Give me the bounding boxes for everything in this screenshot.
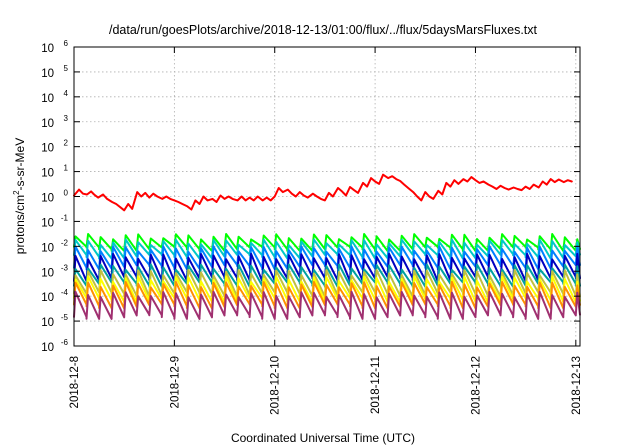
y-tick-exponent: 3: [64, 114, 69, 123]
y-tick-label: 10 5: [41, 64, 68, 80]
x-tick-label: 2018-12-13: [571, 356, 583, 415]
y-tick-label: 10 0: [41, 189, 68, 205]
x-axis-label: Coordinated Universal Time (UTC): [231, 431, 415, 445]
x-tick-label: 2018-12-11: [370, 356, 382, 414]
y-tick-base: 10: [41, 118, 54, 130]
x-tick-label: 2018-12-9: [169, 356, 181, 408]
y-tick-base: 10: [41, 217, 54, 229]
y-tick-exponent: -1: [61, 213, 69, 222]
y-tick-base: 10: [41, 43, 54, 55]
y-tick-exponent: -2: [61, 238, 69, 247]
y-tick-label: 10 -6: [41, 338, 68, 354]
y-tick-exponent: 4: [64, 89, 69, 98]
y-tick-label: 10 3: [41, 114, 68, 130]
y-tick-exponent: -4: [61, 288, 69, 297]
y-tick-exponent: -6: [61, 338, 69, 347]
y-tick-base: 10: [41, 193, 54, 205]
y-tick-label: 10 -2: [41, 238, 68, 254]
y-tick-label: 10 -3: [41, 263, 68, 279]
y-tick-base: 10: [41, 143, 54, 155]
y-tick-base: 10: [41, 267, 54, 279]
y-tick-base: 10: [41, 292, 54, 304]
x-tick-label: 2018-12-12: [470, 356, 482, 415]
y-tick-label: 10 -1: [41, 213, 68, 229]
y-tick-label: 10 1: [41, 164, 68, 180]
y-tick-exponent: -5: [61, 313, 69, 322]
x-axis-ticks: 2018-12-8 2018-12-9 2018-12-10 2018-12-11 20…: [69, 47, 583, 415]
series-layer: [73, 173, 581, 320]
chart-title: /data/run/goesPlots/archive/2018-12-13/0…: [109, 23, 538, 37]
y-tick-base: 10: [41, 242, 54, 254]
y-tick-label: 10 2: [41, 139, 68, 155]
y-tick-exponent: 1: [64, 164, 69, 173]
series-line-10: [73, 290, 581, 320]
y-tick-label: 10 -5: [41, 313, 68, 329]
y-axis-ticks: 10 -610 -510 -410 -310 -210 -110 010 110 210 310 41…: [41, 39, 580, 354]
y-tick-exponent: 2: [64, 139, 69, 148]
y-tick-base: 10: [41, 68, 54, 80]
y-tick-exponent: -3: [61, 263, 69, 272]
x-tick-label: 2018-12-8: [69, 356, 81, 408]
y-tick-exponent: 6: [64, 39, 69, 48]
y-tick-base: 10: [41, 317, 54, 329]
y-tick-base: 10: [41, 93, 54, 105]
y-tick-base: 10: [41, 168, 54, 180]
x-tick-label: 2018-12-10: [270, 356, 282, 415]
y-tick-label: 10 -4: [41, 288, 68, 304]
series-line-1: [73, 173, 573, 212]
y-axis-label: protons/cm2-s-sr-MeV: [12, 138, 27, 254]
y-tick-exponent: 0: [64, 189, 69, 198]
y-tick-label: 10 4: [41, 89, 68, 105]
y-tick-exponent: 5: [64, 64, 69, 73]
y-tick-label: 10 6: [41, 39, 68, 55]
y-tick-base: 10: [41, 342, 54, 354]
